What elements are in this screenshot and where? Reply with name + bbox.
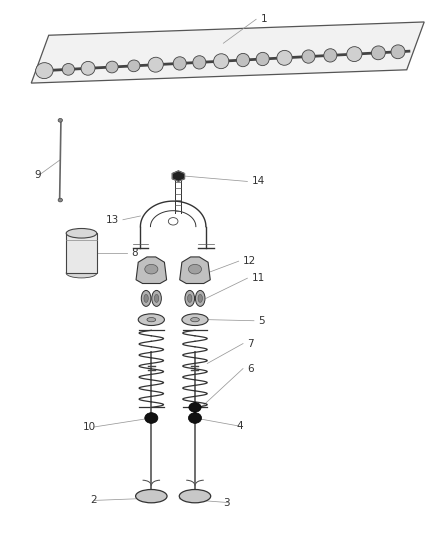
Text: 6: 6	[247, 364, 254, 374]
Ellipse shape	[141, 290, 151, 306]
Polygon shape	[180, 257, 210, 284]
Text: 5: 5	[258, 316, 265, 326]
Ellipse shape	[324, 49, 337, 62]
Text: 10: 10	[83, 422, 96, 432]
Ellipse shape	[214, 54, 229, 69]
Ellipse shape	[106, 61, 118, 73]
Ellipse shape	[187, 294, 192, 302]
Ellipse shape	[256, 52, 269, 66]
Ellipse shape	[145, 413, 158, 423]
Text: 11: 11	[252, 273, 265, 283]
Bar	[66, 233, 97, 273]
Ellipse shape	[58, 198, 63, 202]
Polygon shape	[136, 257, 166, 284]
Ellipse shape	[302, 50, 315, 63]
Ellipse shape	[138, 314, 164, 326]
Ellipse shape	[185, 290, 194, 306]
Text: 13: 13	[105, 215, 119, 225]
Ellipse shape	[198, 294, 202, 302]
Ellipse shape	[391, 45, 405, 59]
Text: 7: 7	[247, 338, 254, 349]
Ellipse shape	[188, 264, 201, 274]
Ellipse shape	[182, 314, 208, 326]
Text: 12: 12	[243, 256, 256, 266]
Ellipse shape	[58, 118, 63, 122]
Ellipse shape	[62, 63, 74, 75]
Ellipse shape	[237, 53, 250, 67]
Ellipse shape	[152, 290, 161, 306]
Ellipse shape	[66, 268, 97, 278]
Text: 1: 1	[261, 14, 267, 25]
Ellipse shape	[154, 294, 159, 302]
Ellipse shape	[66, 229, 97, 238]
Ellipse shape	[188, 413, 201, 423]
Text: 9: 9	[35, 170, 41, 180]
Polygon shape	[172, 171, 184, 181]
Ellipse shape	[189, 402, 201, 412]
Ellipse shape	[371, 46, 385, 60]
Ellipse shape	[128, 60, 140, 72]
Ellipse shape	[195, 290, 205, 306]
Ellipse shape	[191, 318, 199, 322]
Polygon shape	[31, 22, 424, 83]
Ellipse shape	[193, 56, 206, 69]
Ellipse shape	[147, 318, 155, 322]
Ellipse shape	[347, 47, 362, 61]
Text: 8: 8	[132, 248, 138, 258]
Ellipse shape	[148, 57, 163, 72]
Ellipse shape	[173, 57, 186, 70]
Text: 4: 4	[237, 421, 243, 431]
Text: 2: 2	[90, 495, 97, 505]
Ellipse shape	[168, 217, 178, 225]
Ellipse shape	[277, 51, 292, 65]
Ellipse shape	[35, 63, 53, 78]
Ellipse shape	[136, 489, 167, 503]
Ellipse shape	[81, 61, 95, 75]
Ellipse shape	[179, 489, 211, 503]
Text: 3: 3	[223, 497, 230, 507]
Ellipse shape	[145, 264, 158, 274]
Ellipse shape	[144, 294, 148, 302]
Text: 14: 14	[252, 176, 265, 187]
